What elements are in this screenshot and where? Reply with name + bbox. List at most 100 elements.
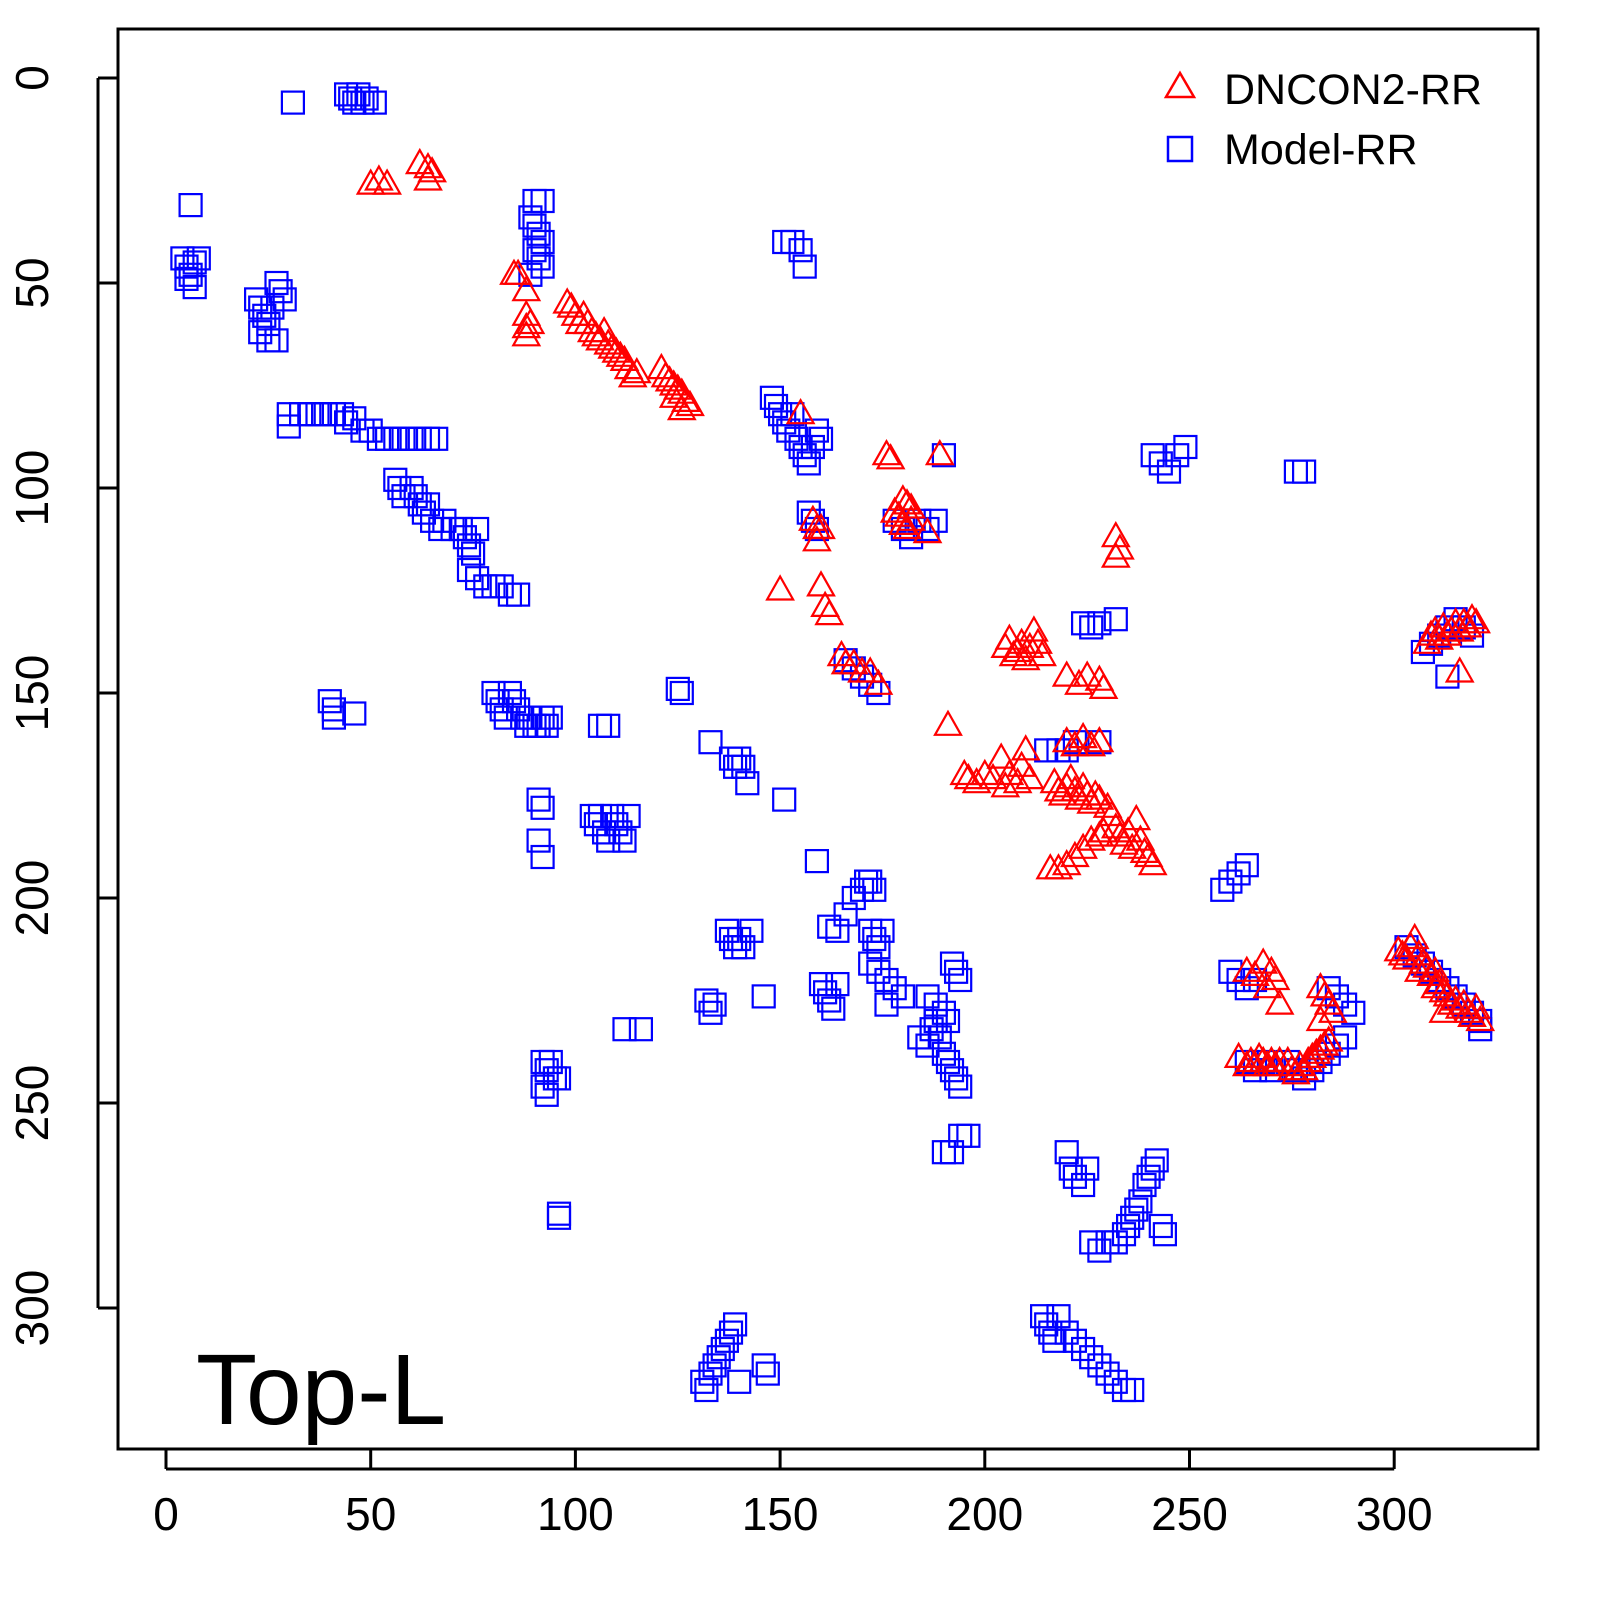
data-point-square <box>804 418 830 443</box>
data-point-triangle <box>933 709 963 736</box>
data-point-square <box>858 951 883 976</box>
data-point-square <box>1103 1369 1128 1394</box>
data-point-square <box>939 951 965 976</box>
data-point-square <box>870 918 895 943</box>
data-point-triangle <box>1088 816 1119 843</box>
data-point-square <box>186 246 211 271</box>
data-point-triangle <box>1129 836 1160 864</box>
data-point-square <box>518 205 543 230</box>
data-point-triangle <box>896 492 926 519</box>
data-point-square <box>534 1058 559 1083</box>
data-point-square <box>1152 1222 1178 1247</box>
data-point-square <box>1165 443 1190 468</box>
data-point-square <box>776 418 801 443</box>
data-point-triangle <box>372 168 402 195</box>
data-point-triangle <box>1137 848 1168 876</box>
data-point-triangle <box>605 340 636 367</box>
data-point-square <box>1070 1172 1096 1198</box>
data-point-square <box>694 988 719 1013</box>
data-point-square <box>931 1000 957 1025</box>
data-point-square <box>526 246 551 271</box>
data-point-square <box>530 844 555 870</box>
data-point-square <box>825 918 850 943</box>
data-point-triangle <box>1055 762 1086 790</box>
data-point-square <box>383 467 408 492</box>
data-point-triangle <box>1465 1004 1496 1032</box>
data-point-square <box>1079 1230 1104 1255</box>
data-point-square <box>248 295 273 320</box>
data-point-square <box>935 1049 961 1075</box>
data-point-triangle <box>1453 996 1483 1023</box>
data-point-square <box>530 188 555 214</box>
data-point-square <box>489 574 514 599</box>
data-point-square <box>1226 861 1251 886</box>
data-point-square <box>591 820 617 845</box>
data-point-triangle <box>404 147 435 175</box>
data-point-triangle <box>1014 631 1045 659</box>
data-point-triangle <box>1006 750 1037 777</box>
x-tick-label: 300 <box>1356 1488 1433 1540</box>
data-point-square <box>415 492 441 517</box>
data-point-square <box>264 328 289 353</box>
data-point-square <box>1156 459 1182 484</box>
data-point-triangle <box>1072 660 1103 687</box>
data-point-square <box>956 1123 981 1148</box>
data-point-square <box>628 1017 654 1042</box>
data-point-square <box>804 848 830 874</box>
data-point-triangle <box>1260 1049 1291 1077</box>
data-point-square <box>1095 1361 1120 1386</box>
data-point-square <box>669 680 694 706</box>
data-point-triangle <box>1260 963 1291 991</box>
data-point-square <box>350 90 375 115</box>
data-point-square <box>706 1345 731 1370</box>
data-point-triangle <box>888 508 918 536</box>
data-point-square <box>1046 1304 1071 1329</box>
data-point-square <box>915 1033 940 1058</box>
data-point-triangle <box>589 315 619 343</box>
data-point-square <box>530 1074 555 1099</box>
data-point-square <box>767 402 793 427</box>
y-tick-label: 0 <box>6 65 58 91</box>
data-point-square <box>1103 607 1128 632</box>
data-point-square <box>608 820 633 845</box>
x-tick-label: 50 <box>345 1488 396 1540</box>
x-tick-label: 150 <box>742 1488 819 1540</box>
data-point-square <box>497 680 522 706</box>
data-point-square <box>489 697 514 722</box>
data-point-square <box>784 426 809 451</box>
data-point-square <box>182 250 207 275</box>
data-point-square <box>1054 1140 1079 1165</box>
data-point-triangle <box>1084 725 1115 753</box>
data-point-triangle <box>924 438 955 466</box>
data-point-square <box>342 406 367 431</box>
legend-marker-triangle <box>1163 70 1197 99</box>
data-point-square <box>690 1369 715 1394</box>
y-tick-label: 50 <box>6 257 58 308</box>
data-point-square <box>1034 1312 1059 1337</box>
data-point-square <box>465 516 490 542</box>
data-point-triangle <box>1305 1033 1336 1060</box>
data-point-square <box>522 238 547 263</box>
data-point-triangle <box>1461 992 1491 1019</box>
data-point-square <box>182 275 207 300</box>
data-point-square <box>428 516 453 542</box>
data-point-square <box>727 746 752 771</box>
y-axis: 0 50 100 150 200 250 300 <box>6 65 118 1346</box>
data-point-square <box>391 484 416 509</box>
data-point-square <box>1234 853 1259 878</box>
data-point-square <box>522 213 547 238</box>
data-point-square <box>817 914 842 939</box>
data-point-square <box>604 812 629 837</box>
data-point-triangle <box>785 397 816 425</box>
data-point-square <box>420 508 445 533</box>
data-point-square <box>817 988 842 1013</box>
data-point-triangle <box>1387 939 1418 966</box>
x-axis: 0 50 100 150 200 250 300 <box>153 1449 1433 1540</box>
data-point-triangle <box>1060 730 1090 757</box>
data-point-triangle <box>355 168 386 195</box>
data-point-square <box>841 885 866 911</box>
data-point-square <box>1173 434 1198 460</box>
data-point-square <box>939 1058 965 1083</box>
